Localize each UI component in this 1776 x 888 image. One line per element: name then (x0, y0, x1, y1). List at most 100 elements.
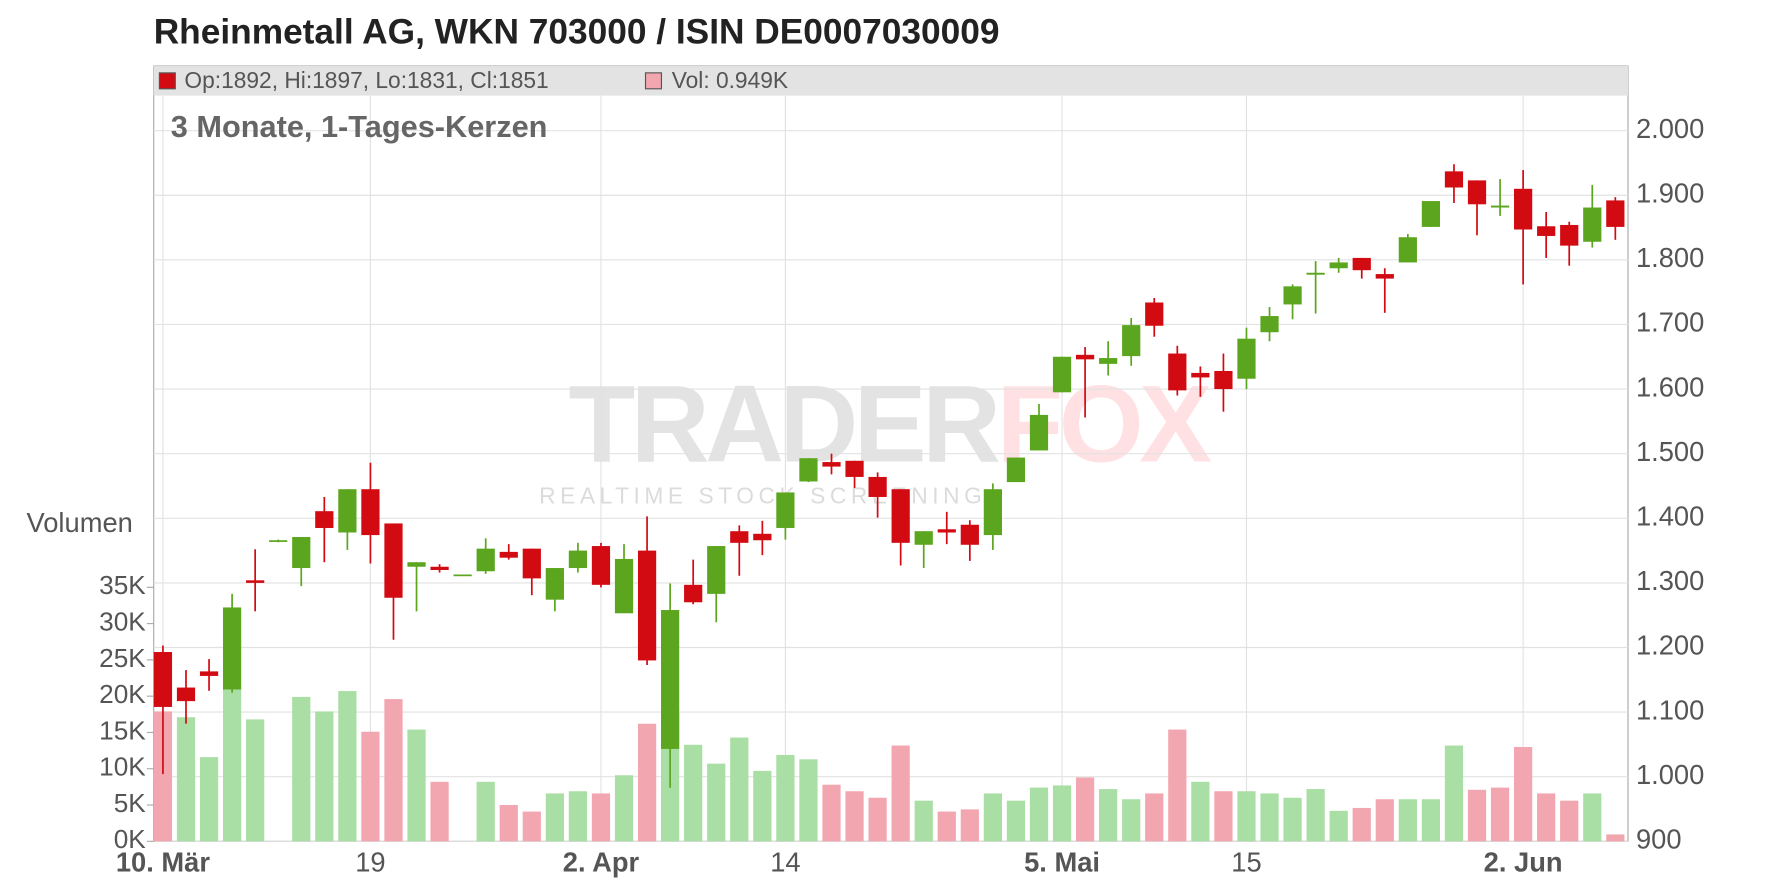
candle-body (1075, 354, 1095, 360)
volume-axis-label: Volumen (27, 507, 133, 538)
volume-bar (1560, 800, 1579, 842)
volume-bar (1467, 789, 1487, 842)
candle-body (1490, 205, 1510, 208)
candle-body (292, 537, 311, 569)
candle-body (822, 462, 841, 467)
candle-body (476, 548, 495, 572)
candle-body (1560, 224, 1579, 246)
candle-body (776, 492, 795, 528)
y-tick-label: 2.000 (1636, 113, 1704, 144)
volume-bar (292, 696, 311, 842)
volume-bar (1029, 787, 1049, 842)
candle-body (684, 584, 703, 603)
y-tick-label: 1.600 (1636, 371, 1704, 402)
candle-body (499, 551, 518, 558)
y-tick-label: 1.000 (1636, 759, 1704, 790)
candle-body (614, 558, 634, 614)
volume-bar (707, 763, 726, 842)
volume-bar (1214, 791, 1233, 842)
candle-body (1052, 356, 1072, 393)
volume-bar (1052, 785, 1072, 842)
y-tick-label: 1.200 (1636, 630, 1704, 661)
candle-body (983, 489, 1002, 536)
candle-body (1537, 226, 1556, 236)
x-tick-label: 10. Mär (116, 846, 210, 877)
candle-body (1421, 201, 1441, 227)
chart-title: Rheinmetall AG, WKN 703000 / ISIN DE0007… (154, 12, 1000, 51)
candle-body (637, 550, 657, 661)
candle-body (1191, 372, 1210, 378)
candle-body (1606, 200, 1625, 227)
candle-body (1168, 353, 1187, 391)
candle-body (153, 652, 173, 707)
volume-bar (1444, 745, 1464, 842)
volume-bar (522, 811, 541, 842)
legend-ohlc: Op:1892, Hi:1897, Lo:1831, Cl:1851 (184, 67, 548, 93)
candle-body (1583, 207, 1602, 242)
volume-bar (315, 711, 334, 842)
volume-tick-label: 35K (99, 570, 146, 600)
volume-tick-label: 10K (99, 752, 146, 782)
candle-body (361, 489, 380, 536)
candle-body (661, 610, 680, 749)
x-tick-label: 2. Apr (563, 846, 640, 877)
candle-body (1329, 262, 1348, 269)
volume-bar (960, 809, 979, 842)
volume-tick-label: 30K (99, 607, 146, 637)
volume-bar (407, 729, 426, 842)
candle-body (1122, 325, 1141, 357)
candle-body (199, 671, 219, 676)
volume-bar (637, 723, 657, 842)
volume-bar (338, 691, 357, 842)
candle-body (1306, 272, 1325, 275)
candle-body (937, 529, 956, 533)
candle-body (1444, 171, 1464, 188)
watermark: TRADERFOX (569, 363, 1212, 485)
volume-bar (1490, 787, 1510, 842)
volume-bar (1306, 789, 1325, 842)
volume-bar (246, 719, 265, 842)
volume-tick-label: 25K (99, 643, 146, 673)
candle-body (384, 523, 403, 598)
legend-volume: Vol: 0.949K (672, 67, 788, 93)
x-tick-label: 5. Mai (1024, 846, 1100, 877)
x-tick-label: 2. Jun (1484, 846, 1563, 877)
candle-body (1237, 338, 1256, 379)
y-tick-label: 1.300 (1636, 565, 1704, 596)
volume-bar (1122, 799, 1141, 842)
volume-bar (430, 781, 449, 842)
legend-bar (153, 66, 1629, 96)
candle-body (1352, 257, 1371, 271)
volume-bar (384, 699, 403, 842)
volume-bar (753, 770, 772, 842)
x-tick-label: 14 (770, 846, 800, 877)
watermark-part: TRADER (569, 363, 1000, 485)
volume-bar (1260, 793, 1279, 842)
candle-body (1099, 358, 1118, 364)
volume-bar (1006, 800, 1026, 842)
candle-body (568, 550, 588, 569)
volume-bar (614, 775, 634, 842)
volume-bar (1583, 793, 1602, 842)
candle-body (269, 540, 288, 542)
volume-bar (1514, 746, 1533, 842)
candle-body (753, 533, 772, 541)
x-tick-label: 15 (1231, 846, 1261, 877)
volume-bar (222, 688, 242, 842)
volume-bar (1398, 799, 1417, 842)
candle-body (453, 574, 472, 577)
candle-body (707, 546, 726, 594)
volume-bar (1606, 834, 1625, 842)
volume-bar (1075, 777, 1095, 842)
watermark-sub: REALTIME STOCK SCREENING (539, 483, 986, 509)
volume-bar (1168, 729, 1187, 842)
volume-bar (1191, 781, 1210, 842)
volume-bar (591, 793, 611, 842)
volume-bar (1375, 799, 1394, 842)
volume-bar (1283, 797, 1302, 842)
volume-bar (176, 717, 196, 842)
candle-body (407, 562, 426, 567)
